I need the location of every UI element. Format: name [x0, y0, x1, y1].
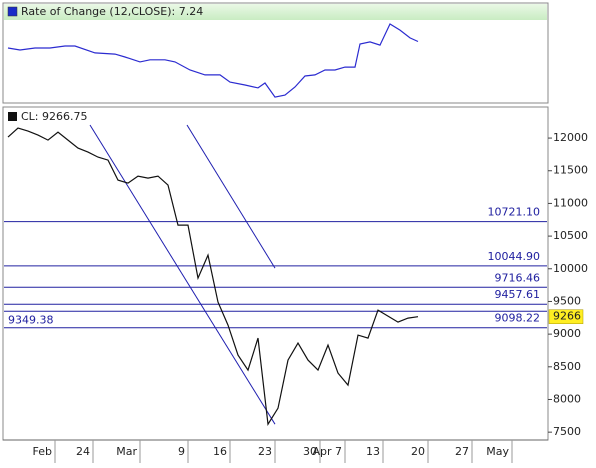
x-tick-label: 30	[303, 445, 317, 458]
x-tick-label: Apr 7	[312, 445, 342, 458]
x-tick-label: 24	[76, 445, 90, 458]
y-tick-label: 11000	[553, 196, 588, 209]
y-tick-label: 8500	[553, 360, 581, 373]
last-price-label: 9266	[553, 310, 581, 323]
series-line	[7, 127, 419, 426]
trend-line	[186, 124, 276, 269]
x-tick-label: May	[486, 445, 509, 458]
x-tick-label: 16	[213, 445, 227, 458]
roc-header	[4, 4, 547, 20]
x-tick-label: Mar	[116, 445, 137, 458]
roc-title: Rate of Change (12,CLOSE): 7.24	[21, 5, 203, 18]
x-tick-label: 9	[178, 445, 185, 458]
series-line	[7, 23, 419, 98]
y-tick-label: 7500	[553, 425, 581, 438]
last-price-box	[548, 309, 584, 324]
y-tick-label: 12000	[553, 131, 588, 144]
x-tick-label: Feb	[33, 445, 52, 458]
y-tick-label: 11500	[553, 164, 588, 177]
x-tick-label: 20	[411, 445, 425, 458]
x-tick-label: 23	[258, 445, 272, 458]
x-tick-label: 27	[455, 445, 469, 458]
price-panel	[2, 106, 549, 441]
level-label: 9349.38	[8, 313, 54, 326]
trend-line	[89, 124, 276, 425]
y-tick-label: 8000	[553, 392, 581, 405]
roc-icon	[7, 6, 18, 17]
level-label: 9716.46	[495, 271, 541, 284]
price-icon	[8, 112, 17, 121]
y-tick-label: 9000	[553, 327, 581, 340]
y-tick-label: 10500	[553, 229, 588, 242]
level-label: 10721.10	[488, 206, 541, 219]
level-label: 9457.61	[495, 288, 541, 301]
price-title: CL: 9266.75	[21, 110, 88, 123]
y-tick-label: 9500	[553, 294, 581, 307]
level-label: 9098.22	[495, 312, 541, 325]
y-tick-label: 10000	[553, 262, 588, 275]
level-label: 10044.90	[488, 250, 541, 263]
x-tick-label: 13	[366, 445, 380, 458]
